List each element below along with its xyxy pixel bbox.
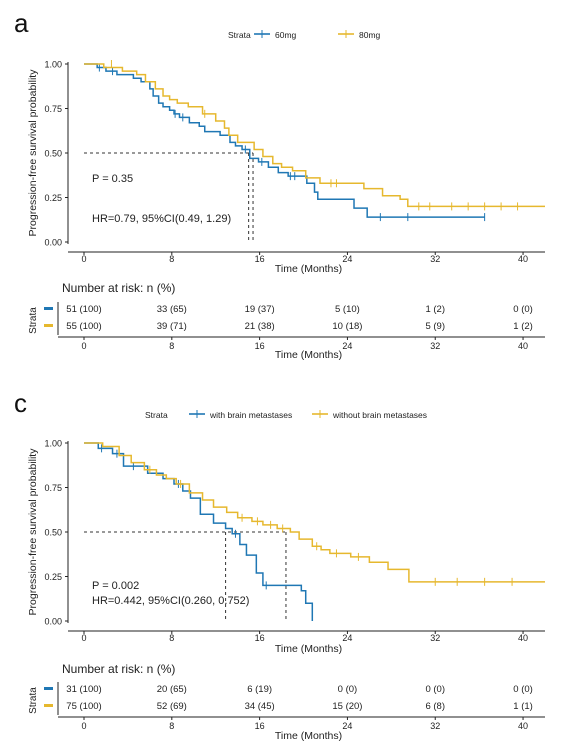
risk-cell: 39 (71) [157, 321, 187, 332]
y-tick-label: 0.00 [44, 238, 62, 248]
risk-cell: 6 (19) [247, 684, 272, 695]
km-curve-series-1 [84, 442, 314, 621]
risk-row-swatch [44, 704, 53, 707]
x-axis-label: Time (Months) [275, 263, 342, 275]
risk-cell: 19 (37) [245, 304, 275, 315]
risk-cell: 5 (10) [335, 304, 360, 315]
x-tick-label: 8 [169, 254, 174, 264]
x-tick-label: 24 [342, 633, 352, 643]
hr-annotation: HR=0.79, 95%CI(0.49, 1.29) [92, 213, 231, 225]
km-curve-series-1 [84, 63, 485, 218]
risk-x-tick-label: 8 [169, 721, 174, 731]
risk-table-title: Number at risk: n (%) [62, 662, 175, 676]
hr-annotation: HR=0.442, 95%CI(0.260, 0.752) [92, 595, 249, 607]
risk-x-tick-label: 40 [518, 721, 528, 731]
risk-cell: 75 (100) [66, 701, 101, 712]
risk-row-swatch [44, 324, 53, 327]
y-tick-label: 0.75 [44, 104, 62, 114]
risk-cell: 21 (38) [245, 321, 275, 332]
risk-x-tick-label: 16 [255, 721, 265, 731]
legend-label: 60mg [275, 30, 297, 40]
risk-cell: 20 (65) [157, 684, 187, 695]
risk-x-tick-label: 32 [430, 341, 440, 351]
x-tick-label: 0 [81, 633, 86, 643]
y-axis-label: Progression-free survival probability [27, 448, 39, 616]
x-tick-label: 40 [518, 254, 528, 264]
y-tick-label: 0.25 [44, 572, 62, 582]
risk-cell: 51 (100) [66, 304, 101, 315]
x-tick-label: 16 [255, 633, 265, 643]
risk-x-tick-label: 0 [81, 341, 86, 351]
risk-x-tick-label: 16 [255, 341, 265, 351]
y-tick-label: 0.50 [44, 528, 62, 538]
x-tick-label: 32 [430, 254, 440, 264]
y-tick-label: 1.00 [44, 439, 62, 449]
km-curve-series-2 [84, 63, 545, 208]
risk-cell: 0 (0) [338, 684, 358, 695]
risk-cell: 0 (0) [513, 304, 533, 315]
legend-label: with brain metastases [209, 410, 292, 420]
y-tick-label: 0.50 [44, 149, 62, 159]
legend-title: Strata [145, 410, 168, 420]
risk-cell: 1 (2) [513, 321, 533, 332]
risk-cell: 55 (100) [66, 321, 101, 332]
x-tick-label: 40 [518, 633, 528, 643]
y-tick-label: 0.00 [44, 617, 62, 627]
risk-cell: 52 (69) [157, 701, 187, 712]
risk-cell: 10 (18) [332, 321, 362, 332]
y-axis-label: Progression-free survival probability [27, 69, 39, 237]
risk-row-swatch [44, 687, 53, 690]
risk-x-tick-label: 24 [342, 721, 352, 731]
risk-x-tick-label: 0 [81, 721, 86, 731]
x-tick-label: 24 [342, 254, 352, 264]
risk-x-tick-label: 8 [169, 341, 174, 351]
risk-cell: 0 (0) [513, 684, 533, 695]
risk-row-swatch [44, 307, 53, 310]
y-tick-label: 0.75 [44, 483, 62, 493]
risk-x-axis-label: Time (Months) [275, 730, 342, 742]
risk-x-tick-label: 24 [342, 341, 352, 351]
legend-label: without brain metastases [332, 410, 427, 420]
risk-cell: 33 (65) [157, 304, 187, 315]
risk-table-title: Number at risk: n (%) [62, 281, 175, 295]
risk-y-label: Strata [28, 307, 39, 334]
x-tick-label: 32 [430, 633, 440, 643]
y-tick-label: 0.25 [44, 193, 62, 203]
p-value-annotation: P = 0.35 [92, 173, 133, 185]
legend-label: 80mg [359, 30, 381, 40]
risk-cell: 0 (0) [425, 684, 445, 695]
risk-cell: 15 (20) [332, 701, 362, 712]
x-tick-label: 0 [81, 254, 86, 264]
risk-x-axis-label: Time (Months) [275, 349, 342, 361]
panel-letter: a [14, 8, 29, 38]
risk-cell: 6 (8) [425, 701, 445, 712]
x-tick-label: 16 [255, 254, 265, 264]
x-tick-label: 8 [169, 633, 174, 643]
p-value-annotation: P = 0.002 [92, 580, 139, 592]
legend-title: Strata [228, 30, 251, 40]
risk-cell: 1 (1) [513, 701, 533, 712]
x-axis-label: Time (Months) [275, 643, 342, 655]
risk-y-label: Strata [28, 687, 39, 714]
risk-cell: 5 (9) [425, 321, 445, 332]
km-curve-series-2 [84, 442, 545, 583]
risk-cell: 31 (100) [66, 684, 101, 695]
y-tick-label: 1.00 [44, 60, 62, 70]
panel-letter: c [14, 388, 27, 418]
risk-cell: 34 (45) [245, 701, 275, 712]
risk-cell: 1 (2) [425, 304, 445, 315]
risk-x-tick-label: 32 [430, 721, 440, 731]
risk-x-tick-label: 40 [518, 341, 528, 351]
